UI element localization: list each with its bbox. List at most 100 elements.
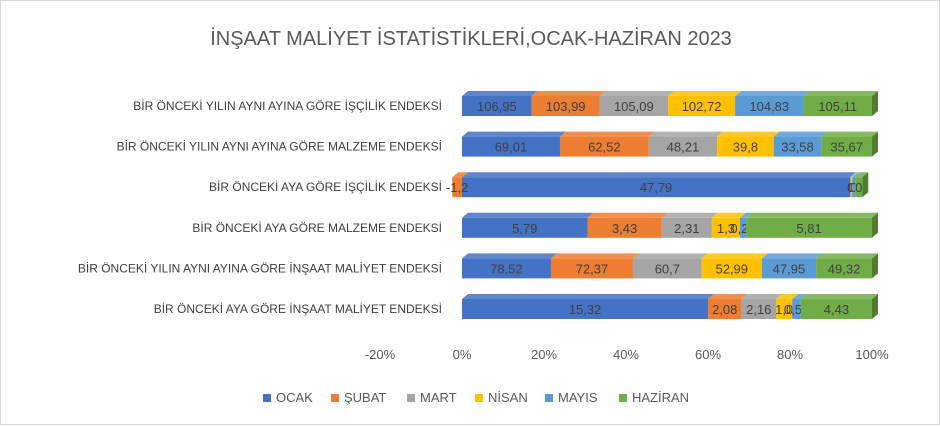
data-label: 103,99 (546, 99, 586, 114)
bar-segment (632, 253, 708, 279)
legend-item: MART (407, 390, 457, 405)
bar-segment (776, 294, 799, 319)
bar-segment (599, 91, 675, 116)
category-label: BİR ÖNCEKİ YILIN AYNI AYINA GÖRE MALZEME… (117, 140, 442, 154)
data-label: 0 (855, 180, 862, 195)
bar-segment (550, 253, 639, 279)
legend-label: MART (420, 390, 457, 405)
bar-segment (559, 131, 655, 157)
data-label: 105,09 (614, 99, 654, 114)
category-label: BİR ÖNCEKİ YILIN AYNI AYINA GÖRE İŞÇİLİK… (133, 99, 442, 113)
data-label: 35,67 (830, 140, 863, 155)
chart-title: İNŞAAT MALİYET İSTATİSTİKLERİ,OCAK-HAZİR… (210, 27, 732, 50)
data-label: 78,52 (490, 261, 523, 276)
category-label: BİR ÖNCEKİ YILIN AYNI AYINA GÖRE İNŞAAT … (78, 261, 442, 275)
bar-segment (761, 253, 823, 279)
bar-segment (852, 172, 862, 198)
bar-segment (462, 172, 857, 198)
bar-segment (792, 294, 807, 319)
legend-item: NİSAN (475, 390, 528, 405)
bar-segment (850, 172, 858, 198)
bar-segment (648, 131, 724, 157)
category-label: BİR ÖNCEKİ AYA GÖRE İŞÇİLİK ENDEKSİ (209, 180, 442, 194)
data-label: 39,8 (733, 140, 758, 155)
legend-label: ŞUBAT (344, 390, 386, 405)
bar-segment (773, 131, 828, 157)
data-label: 47,79 (640, 180, 673, 195)
data-label: -1,2 (446, 180, 468, 195)
data-label: 5,79 (512, 221, 537, 236)
bar-segment (740, 212, 753, 238)
bar-segment (462, 294, 715, 319)
bar-segment (803, 91, 878, 116)
bar-segment (531, 91, 606, 116)
data-label: 49,32 (828, 261, 861, 276)
data-label: 105,11 (818, 99, 857, 114)
legend-label: NİSAN (488, 390, 528, 405)
x-tick-label: 0% (453, 347, 472, 362)
x-tick-label: 20% (531, 347, 557, 362)
data-label: 0 (848, 180, 855, 195)
bar-segment (708, 294, 748, 319)
bar-segment (711, 212, 747, 238)
data-label: 3,43 (612, 221, 637, 236)
legend-swatch (545, 394, 553, 402)
legend-label: MAYIS (558, 390, 598, 405)
bar-segment (741, 294, 783, 319)
data-label: 2,31 (674, 221, 699, 236)
legend-swatch (475, 394, 483, 402)
data-label: 69,01 (495, 140, 528, 155)
bar-segment (668, 91, 742, 116)
legend-item: OCAK (263, 390, 313, 405)
bar-segment (587, 212, 668, 238)
legend-swatch (331, 394, 339, 402)
legend-item: HAZİRAN (619, 390, 689, 405)
bar-segment (661, 212, 718, 238)
data-label: 2,16 (746, 302, 771, 317)
data-label: 15,32 (569, 302, 602, 317)
bar-segment (701, 253, 768, 279)
x-tick-label: 80% (777, 347, 803, 362)
data-label: 104,83 (749, 99, 789, 114)
data-label: 0 (850, 180, 857, 195)
data-label: 2,08 (712, 302, 737, 317)
data-label: 47,95 (773, 261, 806, 276)
data-label: 1,0 (775, 302, 793, 317)
legend-item: MAYIS (545, 390, 598, 405)
category-label: BİR ÖNCEKİ AYA GÖRE İNŞAAT MALİYET ENDEK… (154, 302, 442, 316)
data-label: 48,21 (667, 140, 700, 155)
bar-segment (735, 91, 810, 116)
bar-segment (462, 212, 594, 238)
plot-area: 106,95 103,99 105,09 102,72 104,83 105,11 69,0… (446, 91, 878, 319)
legend-swatch (619, 394, 627, 402)
bar-segment (851, 172, 859, 198)
x-tick-label: 100% (855, 347, 889, 362)
bar-segment (462, 253, 557, 279)
data-label: 62,52 (588, 140, 621, 155)
x-axis: -20% 0% 20% 40% 60% 80% 100% (365, 347, 889, 362)
x-tick-label: 60% (695, 347, 721, 362)
data-label: 33,58 (781, 140, 814, 155)
bar-segment (462, 131, 566, 157)
legend: OCAK ŞUBAT MART NİSAN MAYIS HAZİRAN (263, 390, 689, 405)
legend-swatch (263, 394, 271, 402)
bar-segment (746, 212, 878, 238)
x-tick-label: -20% (365, 347, 396, 362)
legend-swatch (407, 394, 415, 402)
data-label: 72,37 (576, 261, 609, 276)
x-tick-label: 40% (613, 347, 639, 362)
data-label: 102,72 (682, 99, 722, 114)
data-label: 1,3 (717, 221, 735, 236)
bar-segment (452, 172, 468, 198)
legend-label: HAZİRAN (632, 390, 689, 405)
data-label: 52,99 (715, 261, 748, 276)
category-label: BİR ÖNCEKİ AYA GÖRE MALZEME ENDEKSİ (192, 221, 442, 235)
legend-item: ŞUBAT (331, 390, 386, 405)
bar-segment (816, 253, 878, 279)
category-labels: BİR ÖNCEKİ YILIN AYNI AYINA GÖRE İŞÇİLİK… (78, 99, 442, 316)
data-label: 5,81 (796, 221, 821, 236)
bar-segment (821, 131, 878, 157)
bar-segment (800, 294, 878, 319)
